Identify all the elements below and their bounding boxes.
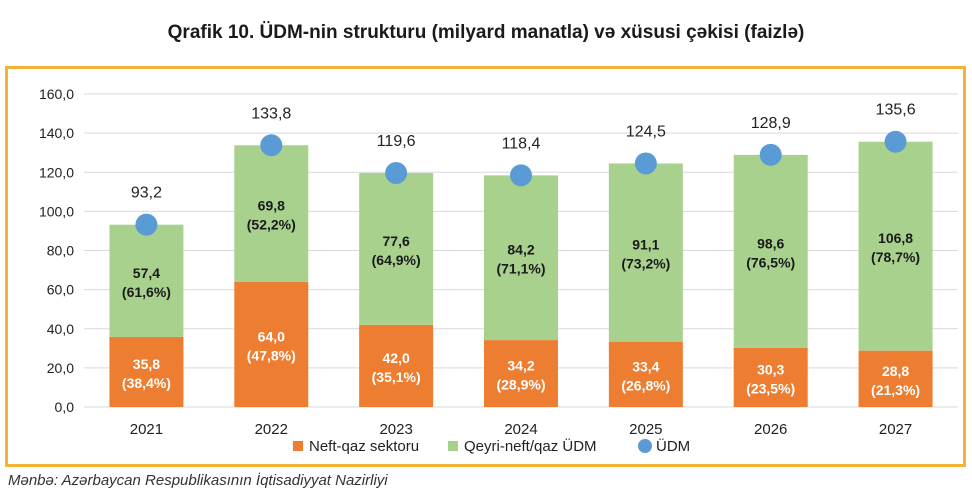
oil-gas-share-label: (23,5%) [746,380,795,396]
legend-non-oil-label: Qeyri-neft/qaz ÜDM [464,437,597,455]
gdp-marker [385,162,408,185]
legend-gdp-swatch [638,439,652,453]
x-tick-label: 2022 [255,421,288,438]
x-tick-label: 2027 [879,421,912,438]
x-tick-label: 2024 [504,421,537,438]
non-oil-value-label: 57,4 [133,265,160,281]
non-oil-share-label: (52,2%) [247,217,296,233]
oil-gas-value-label: 30,3 [757,361,784,377]
y-tick-label: 40,0 [47,321,74,337]
gdp-value-label: 118,4 [502,135,541,152]
oil-gas-share-label: (21,3%) [871,382,920,398]
oil-gas-share-label: (28,9%) [496,377,545,393]
oil-gas-value-label: 34,2 [507,358,534,374]
non-oil-value-label: 106,8 [878,230,913,246]
chart-frame: 0,0 20,0 40,0 60,0 80,0 100,0 120,0 140,0 160,0 3… [5,66,966,467]
oil-gas-share-label: (47,8%) [247,347,296,363]
gdp-value-label: 93,2 [131,185,162,202]
title-band: Qrafik 10. ÜDM-nin strukturu (milyard ma… [0,0,972,66]
non-oil-value-label: 69,8 [258,198,285,214]
non-oil-share-label: (64,9%) [372,252,421,268]
gdp-value-label: 135,6 [876,102,916,119]
y-tick-label: 160,0 [39,86,74,102]
non-oil-value-label: 91,1 [632,237,659,253]
y-tick-label: 140,0 [39,125,74,141]
bar-oil-gas [484,340,558,407]
gdp-value-label: 124,5 [626,123,666,140]
bar-non-oil [109,224,184,337]
gdp-value-label: 128,9 [751,115,791,132]
gdp-marker [634,152,657,175]
bar-non-oil [234,145,309,282]
oil-gas-share-label: (26,8%) [621,377,670,393]
gdp-marker [135,213,158,236]
gdp-value-label: 133,8 [251,105,291,122]
gdp-marker [759,143,782,166]
y-tick-label: 80,0 [47,243,74,259]
source-note: Mənbə: Azərbaycan Respublikasının İqtisa… [8,472,388,489]
bar-non-oil [484,175,558,341]
bar-oil-gas [359,324,434,407]
x-tick-label: 2025 [629,421,662,438]
y-tick-label: 60,0 [47,282,74,298]
non-oil-share-label: (76,5%) [746,254,795,270]
legend-gdp-label: ÜDM [656,437,690,455]
oil-gas-share-label: (35,1%) [372,369,421,385]
y-tick-label: 120,0 [39,164,74,180]
oil-gas-share-label: (38,4%) [122,375,171,391]
non-oil-share-label: (78,7%) [871,249,920,265]
bar-oil-gas [234,281,309,407]
oil-gas-value-label: 64,0 [258,328,285,344]
legend-oil-gas-label: Neft-qaz sektoru [309,438,419,455]
y-tick-label: 20,0 [47,360,74,376]
bar-oil-gas [608,341,683,407]
y-tick-label: 100,0 [39,203,74,219]
bar-oil-gas [858,350,933,407]
bar-oil-gas [109,336,184,407]
non-oil-share-label: (71,1%) [496,261,545,277]
gdp-marker [260,134,283,157]
oil-gas-value-label: 28,8 [882,363,909,379]
legend-non-oil-swatch [448,441,458,451]
oil-gas-value-label: 35,8 [133,356,160,372]
oil-gas-value-label: 33,4 [632,358,659,374]
x-tick-label: 2023 [379,421,412,438]
non-oil-share-label: (73,2%) [621,256,670,272]
bar-oil-gas [733,347,808,407]
bar-non-oil [608,163,683,342]
chart-title: Qrafik 10. ÜDM-nin strukturu (milyard ma… [167,22,805,43]
x-tick-label: 2026 [754,421,787,438]
x-tick-label: 2021 [130,421,163,438]
gdp-value-label: 119,6 [377,133,416,150]
non-oil-share-label: (61,6%) [122,284,171,300]
bar-non-oil [733,154,808,348]
chart-plot: 0,0 20,0 40,0 60,0 80,0 100,0 120,0 140,0 160,0 3… [39,86,958,455]
non-oil-value-label: 98,6 [757,235,784,251]
oil-gas-value-label: 42,0 [383,350,410,366]
gdp-marker [884,130,907,153]
legend-oil-gas-swatch [293,441,303,451]
bar-non-oil [359,173,434,325]
y-tick-label: 0,0 [55,399,75,415]
gdp-marker [510,164,532,187]
bar-non-oil [858,141,933,351]
non-oil-value-label: 77,6 [383,233,410,249]
non-oil-value-label: 84,2 [507,242,534,258]
